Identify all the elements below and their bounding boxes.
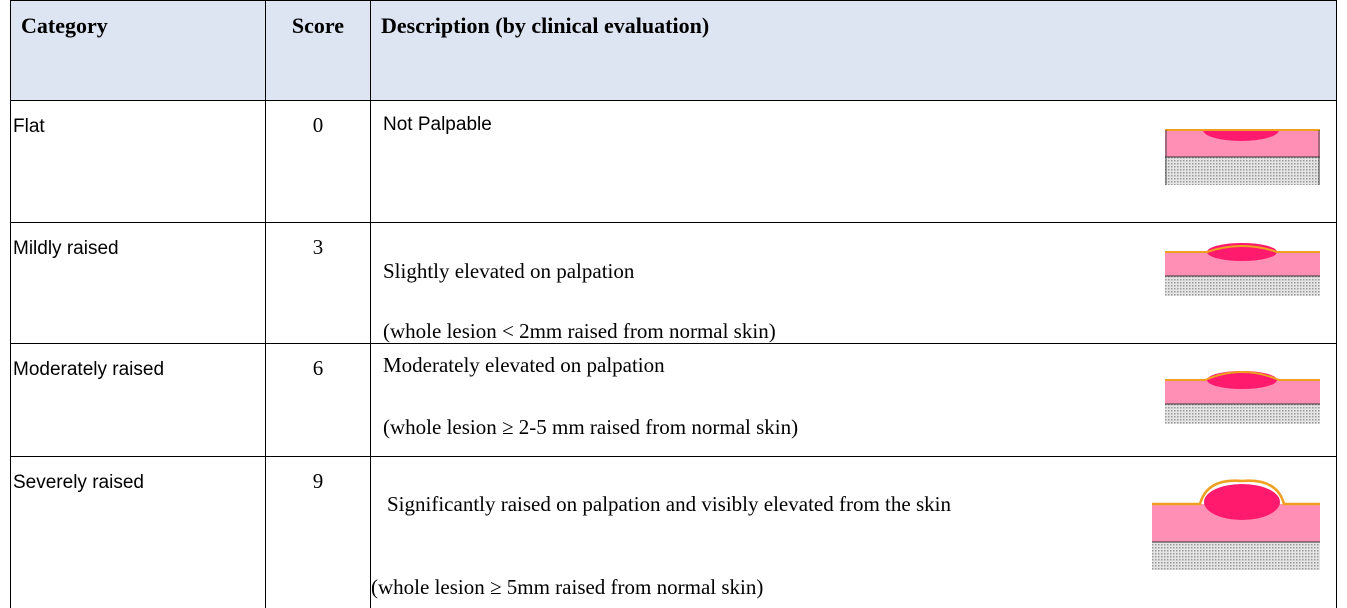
header-row: Category Score Description (by clinical …	[10, 0, 1337, 101]
flat-illustration	[1165, 129, 1320, 185]
category-cell: Moderately raised	[10, 343, 266, 457]
description-line: (whole lesion ≥ 2-5 mm raised from norma…	[383, 415, 799, 439]
table-row: Moderately raised 6 Moderately elevated on…	[10, 343, 1337, 457]
description-line: Not Palpable	[383, 114, 492, 135]
description-line: Slightly elevated on palpation	[383, 259, 635, 283]
score-cell: 6	[265, 343, 371, 457]
header-cell: Category	[10, 0, 266, 101]
table-row: Mildly raised 3 Slightly elevated on palpa…	[10, 222, 1337, 344]
header-cell: Score	[265, 0, 371, 101]
score-cell: 0	[265, 100, 371, 223]
category-cell: Mildly raised	[10, 222, 266, 344]
moderate-illustration	[1165, 371, 1320, 424]
category-cell: Flat	[10, 100, 266, 223]
score-cell: 9	[265, 456, 371, 608]
scale-table: Category Score Description (by clinical …	[10, 0, 1337, 608]
score-cell: 3	[265, 222, 371, 344]
description-line: (whole lesion ≥ 5mm raised from normal s…	[371, 575, 764, 599]
table-row: Flat 0 Not Palpable	[10, 100, 1337, 223]
description-line: Significantly raised on palpation and vi…	[387, 492, 951, 516]
description-line: Moderately elevated on palpation	[383, 353, 665, 377]
header-cell: Description (by clinical evaluation)	[370, 0, 1337, 101]
mild-illustration	[1165, 243, 1320, 296]
severe-illustration	[1152, 479, 1320, 570]
table-row: Severely raised 9 Significantly raised on …	[10, 456, 1337, 608]
description-line: (whole lesion < 2mm raised from normal s…	[383, 319, 776, 343]
category-cell: Severely raised	[10, 456, 266, 608]
